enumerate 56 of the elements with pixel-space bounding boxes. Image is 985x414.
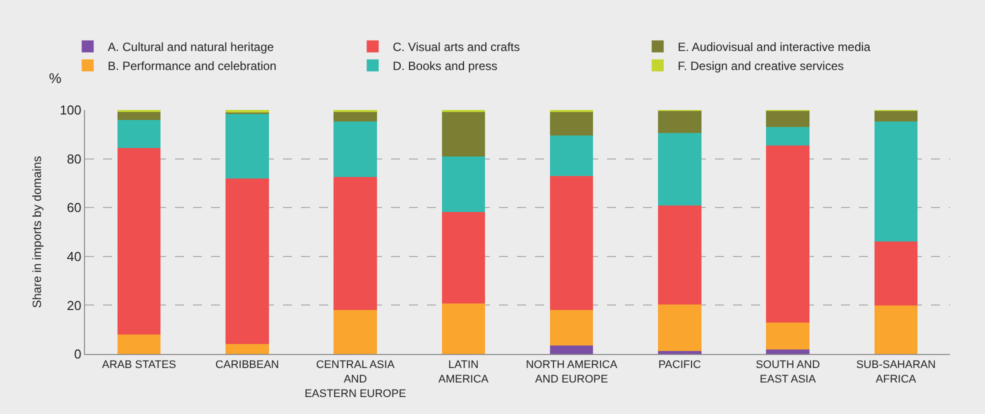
bar	[442, 304, 486, 354]
bar	[766, 126, 810, 146]
bar	[442, 212, 486, 304]
bar	[550, 346, 594, 354]
bar	[550, 176, 594, 310]
legend-label: D. Books and press	[392, 59, 498, 74]
legend-label: A. Cultural and natural heritage	[108, 40, 274, 54]
bar	[658, 351, 702, 354]
y-tick-label: 20	[66, 298, 82, 313]
bar	[874, 242, 918, 306]
bar	[117, 120, 161, 148]
bar	[766, 110, 810, 127]
bar	[117, 148, 161, 334]
bar	[874, 121, 918, 242]
bar	[550, 310, 594, 346]
x-tick-label: SUB-SAHARAN AFRICA	[856, 359, 936, 386]
y-axis-title: Share in imports by domains	[30, 156, 44, 308]
x-tick-label: LATIN AMERICA	[438, 359, 490, 386]
bar	[550, 135, 594, 176]
bar	[117, 112, 161, 120]
legend-label: C. Visual arts and crafts	[392, 40, 520, 54]
bar	[658, 304, 702, 352]
bar	[334, 121, 377, 177]
x-tick-label: PACIFIC	[658, 359, 702, 372]
bar	[550, 112, 594, 136]
x-tick-label: SOUTH AND EAST ASIA	[756, 359, 820, 386]
legend-label: F. Design and creative services	[678, 59, 844, 74]
x-tick-label: ARAB STATES	[102, 359, 176, 372]
bar	[226, 344, 269, 354]
bar	[874, 306, 918, 354]
y-tick-label: 40	[66, 248, 82, 264]
bar	[226, 114, 269, 178]
y-tick-label: 60	[66, 200, 82, 216]
legend-label: B. Performance and celebration	[108, 59, 276, 74]
bar	[334, 112, 377, 122]
bar	[658, 133, 702, 206]
x-tick-label: CARIBBEAN	[215, 359, 280, 372]
x-tick-label: NORTH AMERICA AND EUROPE	[526, 359, 618, 386]
bar	[766, 146, 810, 323]
bar	[334, 310, 377, 354]
bar	[874, 110, 918, 122]
bar	[226, 178, 269, 344]
y-tick-label: 0	[74, 346, 82, 362]
bar	[658, 205, 702, 305]
bar	[117, 334, 161, 354]
legend-label: E. Audiovisual and interactive media	[678, 40, 871, 54]
bar	[658, 110, 702, 134]
bar	[442, 112, 486, 156]
bar	[766, 322, 810, 350]
x-tick-label: CENTRAL ASIA AND EASTERN EUROPE	[304, 359, 406, 400]
y-tick-label: 100	[60, 102, 82, 118]
bar	[334, 176, 377, 310]
bar	[442, 156, 486, 212]
text: %	[49, 70, 62, 86]
y-tick-label: 80	[66, 151, 82, 166]
bar	[766, 349, 810, 354]
